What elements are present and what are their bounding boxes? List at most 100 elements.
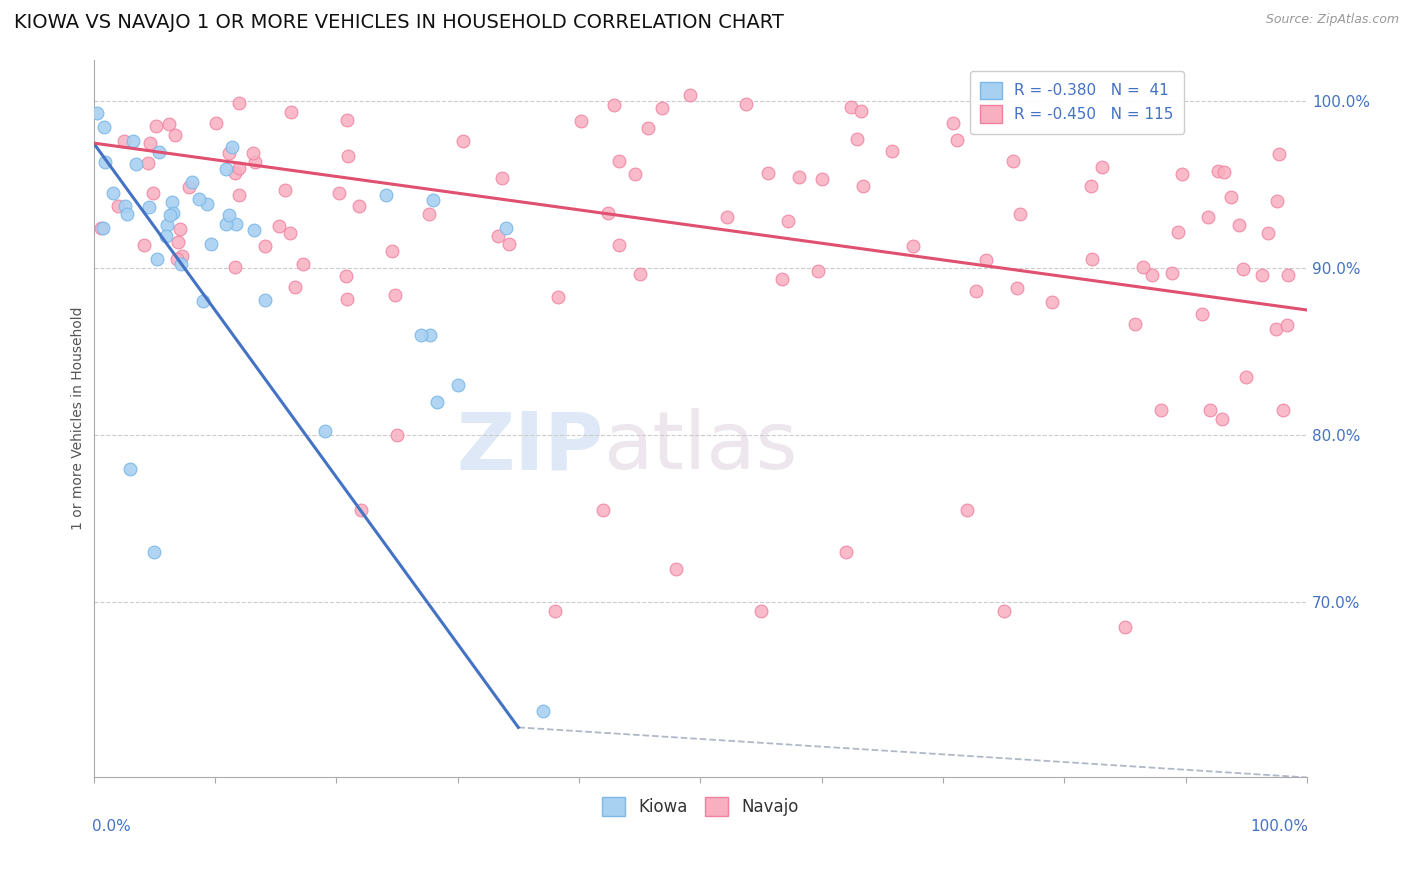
Point [846, 132, 869, 146]
Text: Source: ZipAtlas.com: Source: ZipAtlas.com [1265, 13, 1399, 27]
Point [787, 170, 810, 185]
Point [1140, 268, 1163, 282]
Point [170, 257, 193, 271]
Point [205, 116, 228, 130]
Point [242, 145, 264, 160]
Point [956, 503, 979, 517]
Point [422, 194, 444, 208]
Point [349, 503, 371, 517]
Point [419, 327, 441, 342]
Point [224, 260, 246, 274]
Point [143, 545, 166, 559]
Point [1265, 194, 1288, 208]
Point [1234, 369, 1257, 384]
Point [381, 244, 404, 259]
Point [880, 144, 903, 158]
Point [531, 704, 554, 718]
Point [1080, 179, 1102, 194]
Point [592, 503, 614, 517]
Point [849, 103, 872, 118]
Point [124, 157, 146, 171]
Point [228, 187, 250, 202]
Point [974, 252, 997, 267]
Point [181, 175, 204, 189]
Point [336, 149, 359, 163]
Point [218, 209, 240, 223]
Point [146, 252, 169, 266]
Point [1008, 206, 1031, 220]
Point [446, 378, 468, 392]
Point [1268, 147, 1291, 161]
Point [374, 187, 396, 202]
Point [495, 220, 517, 235]
Point [93, 155, 115, 169]
Point [328, 186, 350, 200]
Point [177, 180, 200, 194]
Point [1197, 210, 1219, 224]
Point [418, 207, 440, 221]
Point [278, 226, 301, 240]
Point [942, 116, 965, 130]
Point [491, 171, 513, 186]
Point [274, 183, 297, 197]
Point [162, 205, 184, 219]
Point [336, 112, 359, 127]
Point [1211, 411, 1233, 425]
Point [221, 140, 243, 154]
Point [159, 208, 181, 222]
Point [195, 197, 218, 211]
Point [138, 200, 160, 214]
Point [607, 154, 630, 169]
Point [115, 206, 138, 220]
Text: 0.0%: 0.0% [93, 819, 131, 834]
Point [623, 168, 645, 182]
Point [336, 293, 359, 307]
Point [215, 162, 238, 177]
Point [1199, 403, 1222, 417]
Text: ZIP: ZIP [456, 409, 603, 486]
Point [498, 236, 520, 251]
Point [596, 205, 619, 219]
Point [679, 87, 702, 102]
Point [607, 238, 630, 252]
Point [1132, 260, 1154, 274]
Point [1264, 321, 1286, 335]
Y-axis label: 1 or more Vehicles in Household: 1 or more Vehicles in Household [72, 307, 86, 530]
Point [488, 228, 510, 243]
Point [136, 156, 159, 170]
Point [200, 237, 222, 252]
Point [716, 210, 738, 224]
Point [1257, 226, 1279, 240]
Text: KIOWA VS NAVAJO 1 OR MORE VEHICLES IN HOUSEHOLD CORRELATION CHART: KIOWA VS NAVAJO 1 OR MORE VEHICLES IN HO… [14, 13, 785, 32]
Point [90, 220, 112, 235]
Point [1081, 252, 1104, 266]
Point [749, 603, 772, 617]
Point [280, 104, 302, 119]
Point [852, 178, 875, 193]
Point [132, 238, 155, 252]
Point [776, 214, 799, 228]
Point [349, 199, 371, 213]
Point [385, 428, 408, 442]
Point [165, 128, 187, 142]
Point [903, 239, 925, 253]
Point [811, 171, 834, 186]
Point [411, 328, 433, 343]
Point [314, 425, 336, 439]
Point [166, 252, 188, 266]
Point [547, 290, 569, 304]
Point [945, 132, 967, 146]
Point [121, 134, 143, 148]
Point [993, 603, 1015, 617]
Point [1150, 403, 1173, 417]
Point [1125, 317, 1147, 331]
Point [1005, 281, 1028, 295]
Point [835, 545, 858, 559]
Point [114, 199, 136, 213]
Point [426, 395, 449, 409]
Point [155, 219, 177, 233]
Point [253, 239, 276, 253]
Point [1277, 268, 1299, 282]
Point [243, 223, 266, 237]
Point [145, 119, 167, 133]
